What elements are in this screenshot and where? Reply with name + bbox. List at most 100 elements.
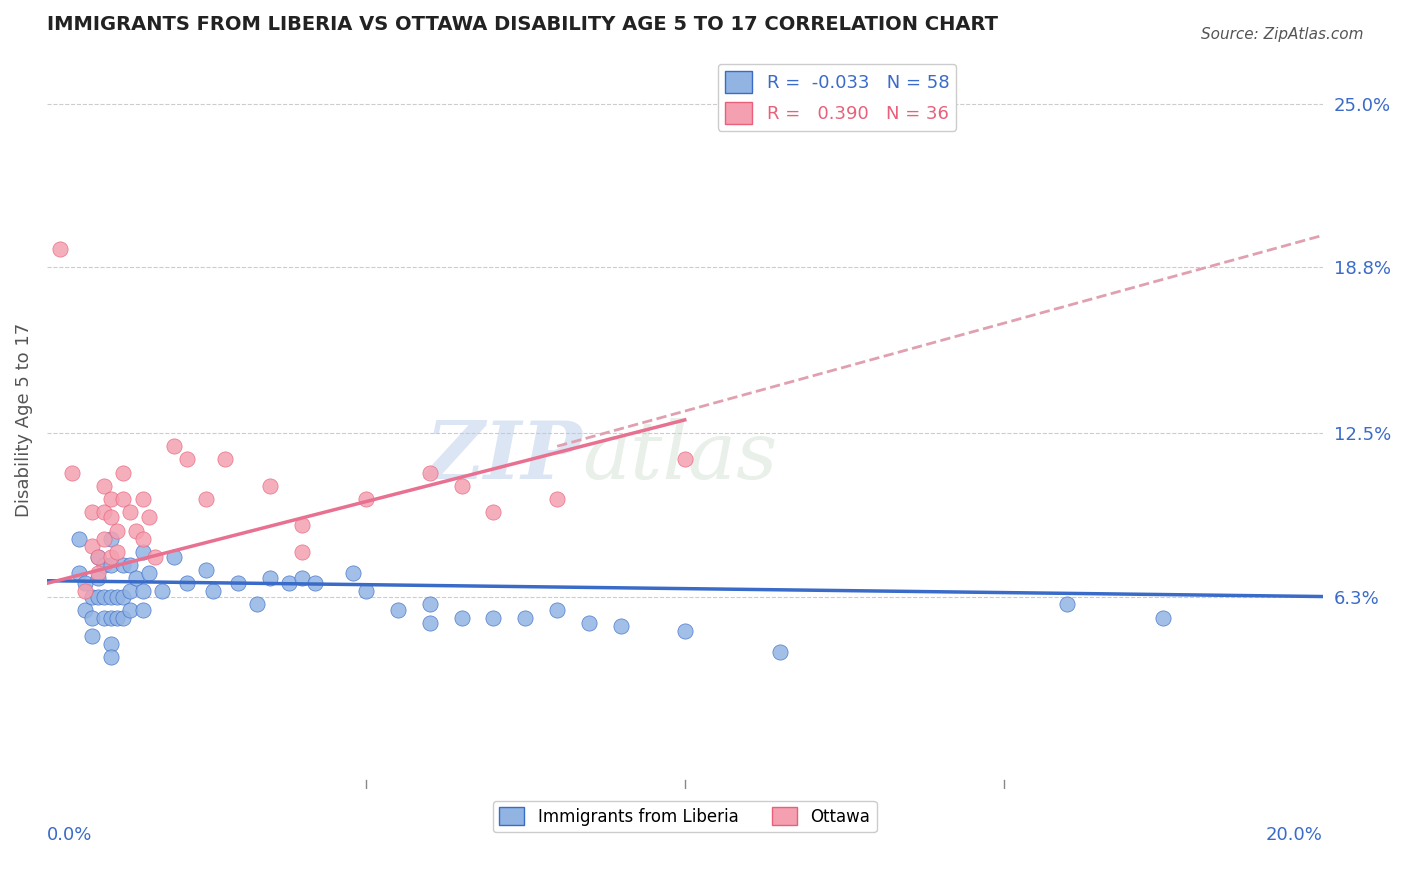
Point bbox=[93, 479, 115, 493]
Point bbox=[105, 610, 128, 624]
Point bbox=[138, 510, 160, 524]
Point bbox=[1152, 610, 1174, 624]
Point bbox=[112, 590, 135, 604]
Point bbox=[112, 558, 135, 572]
Point bbox=[112, 610, 135, 624]
Point bbox=[112, 491, 135, 506]
Point bbox=[93, 610, 115, 624]
Point bbox=[118, 584, 141, 599]
Point bbox=[138, 566, 160, 580]
Point bbox=[291, 518, 314, 533]
Point bbox=[67, 566, 90, 580]
Point bbox=[131, 491, 153, 506]
Point bbox=[131, 545, 153, 559]
Point bbox=[176, 452, 198, 467]
Point bbox=[291, 545, 314, 559]
Point bbox=[105, 545, 128, 559]
Point bbox=[125, 571, 148, 585]
Point bbox=[163, 439, 186, 453]
Point bbox=[100, 637, 122, 651]
Text: Source: ZipAtlas.com: Source: ZipAtlas.com bbox=[1201, 27, 1364, 42]
Point bbox=[201, 584, 224, 599]
Point bbox=[546, 491, 568, 506]
Point bbox=[610, 618, 633, 632]
Point bbox=[100, 610, 122, 624]
Point bbox=[75, 576, 97, 591]
Point bbox=[93, 558, 115, 572]
Point bbox=[673, 452, 696, 467]
Point bbox=[387, 603, 409, 617]
Point bbox=[100, 558, 122, 572]
Point bbox=[100, 650, 122, 665]
Point bbox=[118, 558, 141, 572]
Point bbox=[515, 610, 537, 624]
Point bbox=[87, 566, 110, 580]
Point bbox=[100, 590, 122, 604]
Point bbox=[304, 576, 326, 591]
Point bbox=[1056, 598, 1078, 612]
Point bbox=[342, 566, 364, 580]
Point bbox=[176, 576, 198, 591]
Point bbox=[118, 505, 141, 519]
Point bbox=[226, 576, 249, 591]
Y-axis label: Disability Age 5 to 17: Disability Age 5 to 17 bbox=[15, 323, 32, 517]
Point bbox=[450, 479, 472, 493]
Point bbox=[450, 610, 472, 624]
Point bbox=[769, 645, 792, 659]
Point bbox=[67, 532, 90, 546]
Point bbox=[246, 598, 269, 612]
Point bbox=[195, 491, 218, 506]
Legend: Immigrants from Liberia, Ottawa: Immigrants from Liberia, Ottawa bbox=[492, 801, 877, 832]
Text: ZIP: ZIP bbox=[426, 418, 582, 496]
Point bbox=[87, 549, 110, 564]
Point bbox=[80, 590, 103, 604]
Point bbox=[482, 505, 505, 519]
Point bbox=[482, 610, 505, 624]
Point bbox=[105, 590, 128, 604]
Point bbox=[93, 590, 115, 604]
Point bbox=[259, 571, 281, 585]
Point bbox=[546, 603, 568, 617]
Point bbox=[214, 452, 236, 467]
Point bbox=[100, 549, 122, 564]
Text: IMMIGRANTS FROM LIBERIA VS OTTAWA DISABILITY AGE 5 TO 17 CORRELATION CHART: IMMIGRANTS FROM LIBERIA VS OTTAWA DISABI… bbox=[46, 15, 998, 34]
Point bbox=[60, 466, 83, 480]
Point bbox=[100, 491, 122, 506]
Text: 20.0%: 20.0% bbox=[1265, 826, 1323, 844]
Point bbox=[80, 505, 103, 519]
Point bbox=[354, 491, 377, 506]
Point bbox=[195, 563, 218, 577]
Point bbox=[259, 479, 281, 493]
Point bbox=[118, 603, 141, 617]
Point bbox=[419, 598, 441, 612]
Point bbox=[673, 624, 696, 638]
Point bbox=[419, 615, 441, 630]
Point bbox=[80, 629, 103, 643]
Point bbox=[125, 524, 148, 538]
Point bbox=[112, 466, 135, 480]
Point bbox=[100, 532, 122, 546]
Point bbox=[131, 584, 153, 599]
Point bbox=[93, 532, 115, 546]
Point bbox=[291, 571, 314, 585]
Point bbox=[100, 510, 122, 524]
Point bbox=[80, 610, 103, 624]
Point bbox=[75, 584, 97, 599]
Point bbox=[278, 576, 301, 591]
Point bbox=[419, 466, 441, 480]
Point bbox=[131, 603, 153, 617]
Point bbox=[143, 549, 166, 564]
Point bbox=[354, 584, 377, 599]
Point bbox=[578, 615, 600, 630]
Point bbox=[48, 242, 70, 256]
Point bbox=[75, 603, 97, 617]
Point bbox=[93, 505, 115, 519]
Point bbox=[163, 549, 186, 564]
Point bbox=[150, 584, 173, 599]
Point bbox=[131, 532, 153, 546]
Point bbox=[80, 540, 103, 554]
Point bbox=[105, 524, 128, 538]
Text: 0.0%: 0.0% bbox=[46, 826, 93, 844]
Point bbox=[87, 571, 110, 585]
Point bbox=[87, 590, 110, 604]
